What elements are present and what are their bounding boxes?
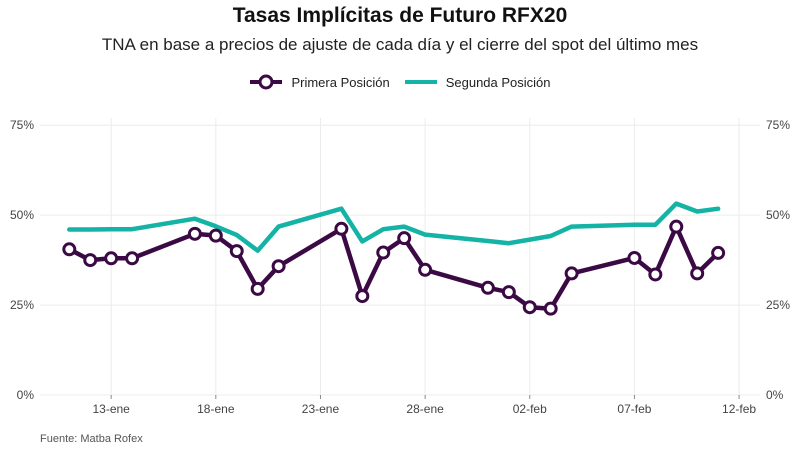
y-tick-label-left: 75%	[10, 118, 34, 132]
x-tick-label: 23-ene	[302, 402, 340, 416]
legend-label-segunda: Segunda Posición	[445, 74, 551, 90]
chart-subtitle: TNA en base a precios de ajuste de cada …	[101, 35, 699, 54]
y-tick-label-right: 0%	[766, 388, 784, 402]
legend-item-primera: Primera Posición	[249, 74, 390, 90]
data-point-primera	[271, 259, 286, 274]
data-point-primera	[208, 228, 223, 243]
data-point-primera	[669, 219, 684, 234]
x-tick-label: 07-feb	[617, 402, 651, 416]
data-point-primera	[83, 253, 98, 268]
data-point-primera	[522, 300, 537, 315]
data-point-primera	[104, 251, 119, 266]
chart-caption: Fuente: Matba Rofex	[40, 433, 143, 445]
x-tick-label: 02-feb	[513, 402, 547, 416]
x-tick-label: 13-ene	[92, 402, 130, 416]
data-point-primera	[543, 301, 558, 316]
y-tick-label-left: 50%	[10, 208, 34, 222]
data-point-primera	[62, 242, 77, 257]
y-tick-label-left: 0%	[17, 388, 35, 402]
data-point-primera	[418, 262, 433, 277]
data-point-primera	[564, 266, 579, 281]
data-point-primera	[397, 231, 412, 246]
data-point-primera	[690, 266, 705, 281]
y-tick-label-right: 25%	[766, 298, 790, 312]
series-line-segunda	[67, 201, 721, 253]
x-tick-label: 18-ene	[197, 402, 235, 416]
data-point-primera	[627, 250, 642, 265]
data-point-primera	[125, 251, 140, 266]
data-point-primera	[648, 267, 663, 282]
x-tick-label: 12-feb	[722, 402, 756, 416]
data-point-primera	[480, 280, 495, 295]
legend: Primera Posición Segunda Posición	[0, 74, 800, 90]
data-point-primera	[501, 285, 516, 300]
chart-title: Tasas Implícitas de Futuro RFX20	[232, 4, 568, 27]
legend-label-primera: Primera Posición	[291, 74, 390, 90]
x-tick-label: 28-ene	[406, 402, 444, 416]
legend-swatch-segunda	[404, 80, 437, 84]
y-tick-label-left: 25%	[10, 298, 34, 312]
data-point-primera	[250, 281, 265, 296]
data-point-primera	[187, 226, 202, 241]
data-point-primera	[355, 289, 370, 304]
legend-item-segunda: Segunda Posición	[404, 74, 551, 90]
y-tick-label-right: 75%	[766, 118, 790, 132]
y-tick-label-right: 50%	[766, 208, 790, 222]
legend-swatch-primera	[250, 74, 283, 90]
series-line-primera	[67, 224, 721, 311]
data-point-primera	[334, 221, 349, 236]
data-point-primera	[711, 245, 726, 260]
data-point-primera	[229, 244, 244, 259]
data-point-primera	[376, 245, 391, 260]
